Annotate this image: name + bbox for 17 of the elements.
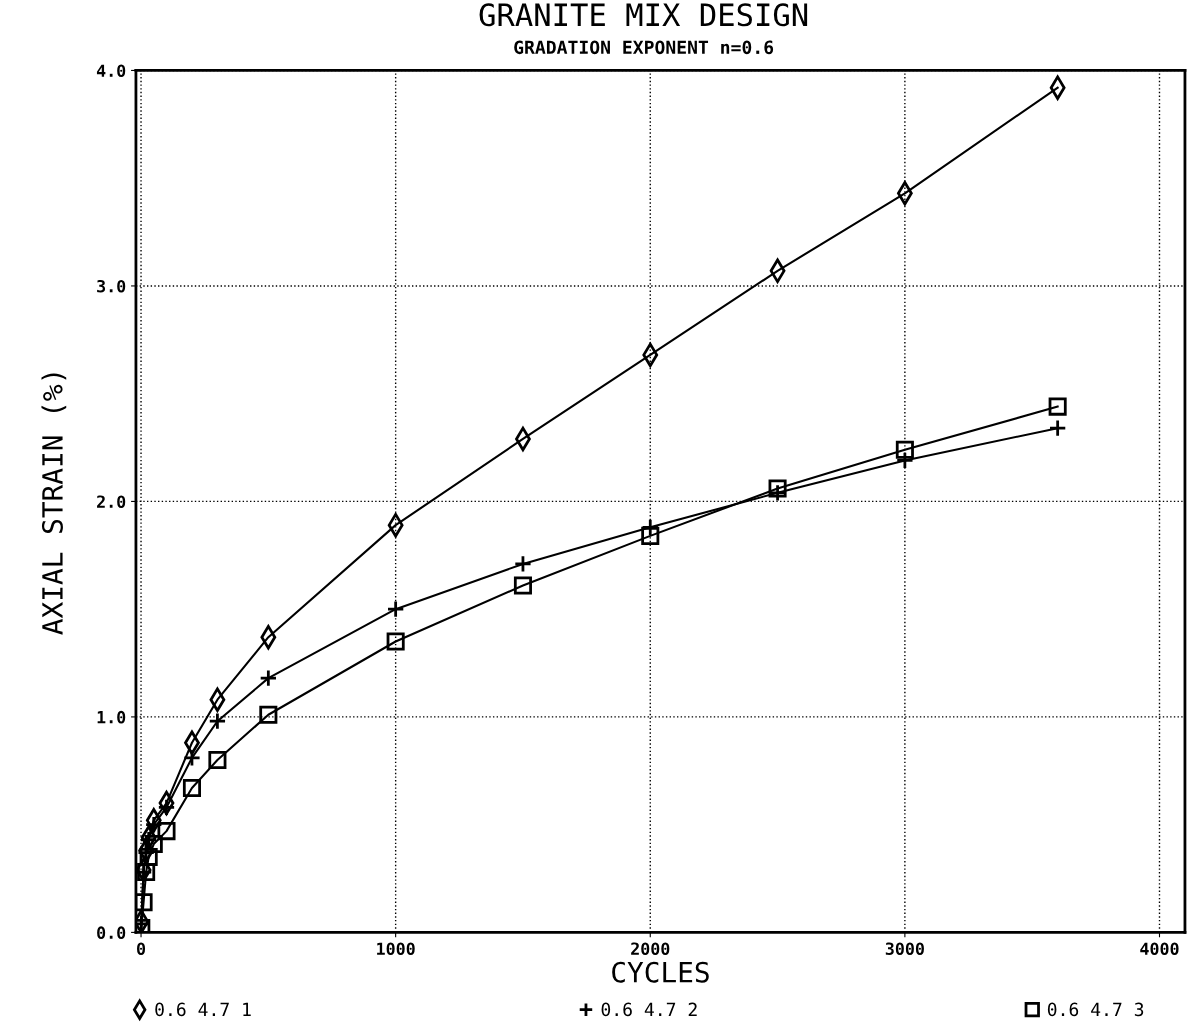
x-axis-title: CYCLES — [612, 961, 709, 983]
y-tick-label: 3.0 — [97, 279, 126, 293]
x-tick-label: 1000 — [377, 942, 415, 956]
y-tick-label: 0.0 — [97, 926, 126, 939]
x-tick-label: 2000 — [631, 942, 670, 956]
y-tick-label: 1.0 — [97, 710, 126, 724]
legend-label: 0.6 4.7 1 — [155, 1002, 251, 1017]
x-tick-label: 3000 — [885, 942, 924, 956]
legend-label: 0.6 4.7 2 — [601, 1002, 697, 1017]
chart-subtitle: GRADATION EXPONENT n=0.6 — [514, 40, 774, 55]
legend-label: 0.6 4.7 3 — [1047, 1002, 1144, 1017]
y-tick-label: 4.0 — [96, 64, 126, 78]
chart-title: GRANITE MIX DESIGN — [479, 3, 808, 27]
y-tick-label: 2.0 — [97, 495, 126, 508]
y-axis-title: AXIAL STRAIN (%) — [41, 373, 67, 635]
x-tick-label: 4000 — [1140, 942, 1179, 956]
x-tick-label: 0 — [137, 942, 146, 956]
